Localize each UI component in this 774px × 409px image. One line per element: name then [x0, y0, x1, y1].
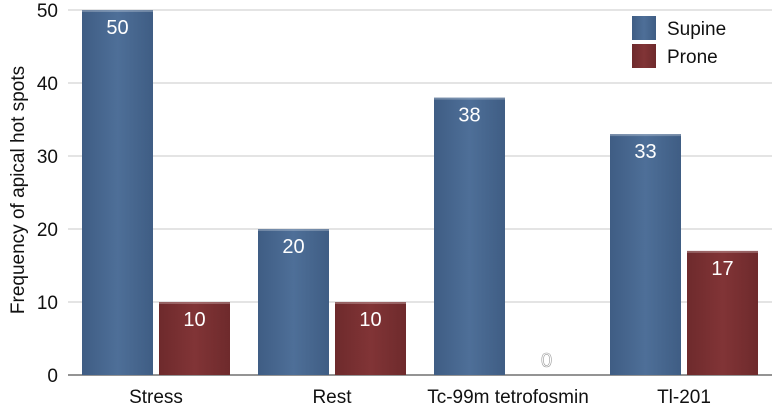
x-tick-label-tl-201: Tl-201 — [657, 387, 711, 408]
y-tick-label-50: 50 — [37, 1, 58, 22]
bar-highlight-supine-stress — [82, 10, 153, 12]
bar-highlight-prone-tl-201 — [687, 250, 758, 253]
bar-prone-stress — [159, 302, 230, 375]
legend: Supine Prone — [632, 16, 726, 68]
data-label-supine-stress: 50 — [106, 17, 128, 39]
legend-label-supine: Supine — [667, 19, 726, 40]
bar-supine-stress — [82, 10, 153, 375]
bar-prone-rest — [335, 302, 406, 375]
legend-swatch-supine — [632, 16, 656, 40]
bars — [82, 10, 758, 375]
y-tick-label-10: 10 — [37, 293, 58, 314]
data-label-prone-tl-201: 17 — [711, 258, 733, 280]
bar-supine-tl-201 — [610, 134, 681, 375]
y-axis-ticks: 0 10 20 30 40 50 — [37, 1, 58, 387]
data-labels: 50 10 20 10 38 0 33 17 — [106, 17, 733, 372]
data-label-prone-stress: 10 — [183, 309, 205, 331]
data-label-supine-rest: 20 — [282, 236, 304, 258]
y-tick-label-30: 30 — [37, 147, 58, 168]
x-tick-label-rest: Rest — [312, 387, 352, 408]
bar-highlight-prone-stress — [159, 302, 230, 304]
y-tick-label-40: 40 — [37, 74, 58, 95]
bar-highlight-supine-rest — [258, 229, 329, 231]
x-axis-labels: Stress Rest Tc-99m tetrofosmin Tl-201 — [129, 387, 711, 408]
y-axis-title: Frequency of apical hot spots — [8, 66, 29, 314]
bar-prone-tl-201 — [687, 250, 758, 375]
legend-label-prone: Prone — [667, 47, 718, 68]
bar-highlight-prone-rest — [335, 302, 406, 304]
y-tick-label-20: 20 — [37, 220, 58, 241]
x-tick-label-stress: Stress — [129, 387, 183, 408]
bar-highlight-supine-tc-99m-tetrofosmin — [434, 97, 505, 100]
data-label-supine-tl-201: 33 — [634, 141, 656, 163]
data-label-prone-tc-99m-tetrofosmin: 0 — [541, 350, 552, 372]
data-label-prone-rest: 10 — [359, 309, 381, 331]
bar-supine-tc-99m-tetrofosmin — [434, 97, 505, 375]
data-label-supine-tc-99m-tetrofosmin: 38 — [458, 105, 480, 127]
y-tick-label-0: 0 — [47, 366, 58, 387]
legend-swatch-prone — [632, 44, 656, 68]
x-tick-label-tc-99m-tetrofosmin: Tc-99m tetrofosmin — [427, 387, 589, 408]
bar-highlight-supine-tl-201 — [610, 134, 681, 137]
bar-supine-rest — [258, 229, 329, 375]
